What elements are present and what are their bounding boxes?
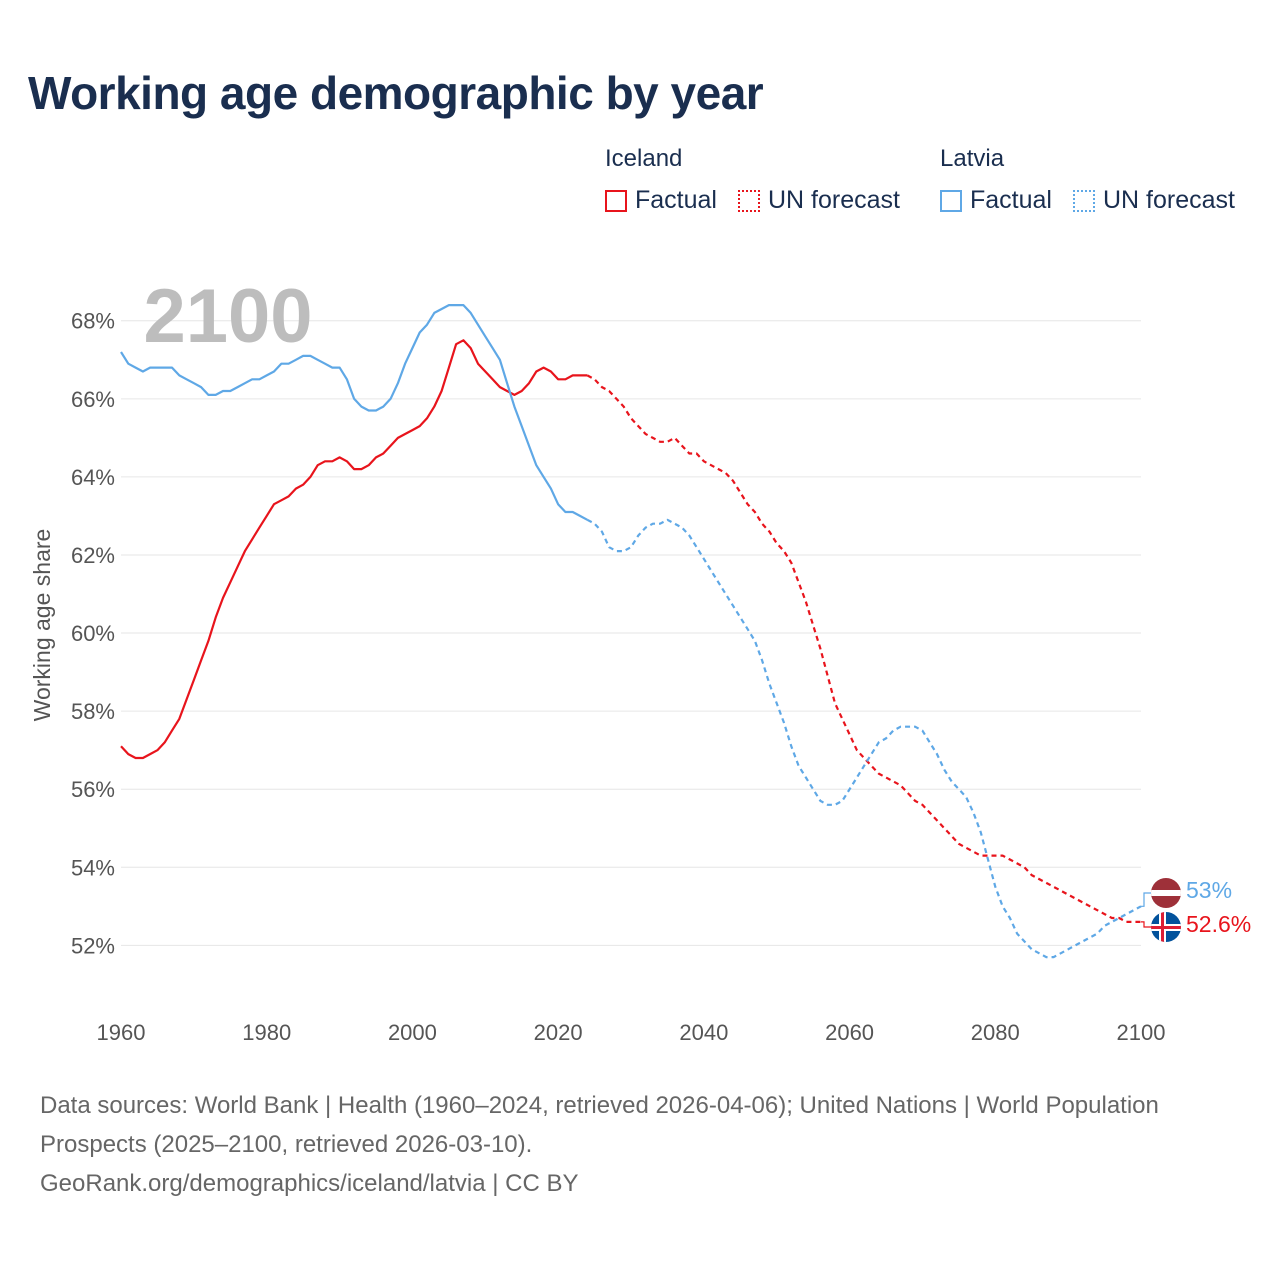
- legend-label: UN forecast: [768, 186, 900, 214]
- x-axis: 1960 1980 2000 2020 2040 2060 2080 2100: [97, 1020, 1166, 1045]
- legend-swatch-dotted-icon: [1073, 189, 1095, 212]
- x-tick-label: 1980: [242, 1020, 291, 1045]
- y-tick-label: 56%: [71, 777, 115, 802]
- y-axis-label: Working age share: [29, 529, 55, 722]
- latvia-flag-icon: [1151, 878, 1181, 908]
- year-label: 2100: [143, 274, 312, 359]
- legend-swatch-solid-icon: [605, 189, 627, 212]
- legend-swatch-solid-icon: [940, 189, 962, 212]
- legend-latvia-forecast[interactable]: UN forecast: [1073, 186, 1235, 215]
- legend-label: UN forecast: [1103, 186, 1235, 214]
- iceland-factual-line: [120, 339, 588, 760]
- gridlines: [121, 320, 1141, 946]
- iceland-end-connector: [1141, 921, 1151, 928]
- legend-swatch-dotted-icon: [738, 189, 760, 212]
- iceland-flag-icon: [1151, 912, 1181, 942]
- iceland-end-value: 52.6%: [1186, 911, 1251, 937]
- latvia-end-connector: [1141, 892, 1151, 907]
- legend-iceland-forecast[interactable]: UN forecast: [738, 186, 900, 215]
- y-tick-label: 66%: [71, 387, 115, 412]
- legend-iceland-factual[interactable]: Factual: [605, 186, 717, 215]
- y-tick-label: 58%: [71, 699, 115, 724]
- y-tick-label: 54%: [71, 855, 115, 880]
- legend-label: Factual: [970, 186, 1052, 214]
- legend-label: Factual: [635, 186, 717, 214]
- x-tick-label: 2000: [388, 1020, 437, 1045]
- y-tick-label: 64%: [71, 465, 115, 490]
- legend-title-latvia: Latvia: [940, 145, 1005, 172]
- latvia-factual-line: [120, 304, 588, 521]
- latvia-end-value: 53%: [1186, 877, 1232, 903]
- end-label-connectors: [1141, 892, 1151, 928]
- data-sources: Data sources: World Bank | Health (1960–…: [40, 1092, 1159, 1158]
- y-tick-label: 62%: [71, 543, 115, 568]
- attribution: GeoRank.org/demographics/iceland/latvia …: [40, 1170, 579, 1197]
- x-tick-label: 2020: [534, 1020, 583, 1045]
- latvia-forecast-line: [586, 518, 1142, 959]
- y-tick-label: 60%: [71, 621, 115, 646]
- legend-title-iceland: Iceland: [605, 145, 683, 172]
- x-tick-label: 1960: [97, 1020, 146, 1045]
- x-tick-label: 2040: [679, 1020, 728, 1045]
- series-lines: [120, 304, 1142, 959]
- y-axis: 52% 54% 56% 58% 60% 62% 64% 66% 68%: [71, 309, 115, 959]
- x-tick-label: 2080: [971, 1020, 1020, 1045]
- x-tick-label: 2060: [825, 1020, 874, 1045]
- y-tick-label: 52%: [71, 933, 115, 958]
- line-chart: 2100 52% 54% 56% 58% 60% 62% 64% 66% 68% 1960 198…: [29, 274, 1251, 1045]
- y-tick-label: 68%: [71, 309, 115, 334]
- page-title: Working age demographic by year: [28, 67, 764, 119]
- legend-latvia-factual[interactable]: Factual: [940, 186, 1052, 215]
- iceland-forecast-line: [586, 374, 1141, 923]
- x-tick-label: 2100: [1117, 1020, 1166, 1045]
- footer: Data sources: World Bank | Health (1960–…: [40, 1086, 1240, 1203]
